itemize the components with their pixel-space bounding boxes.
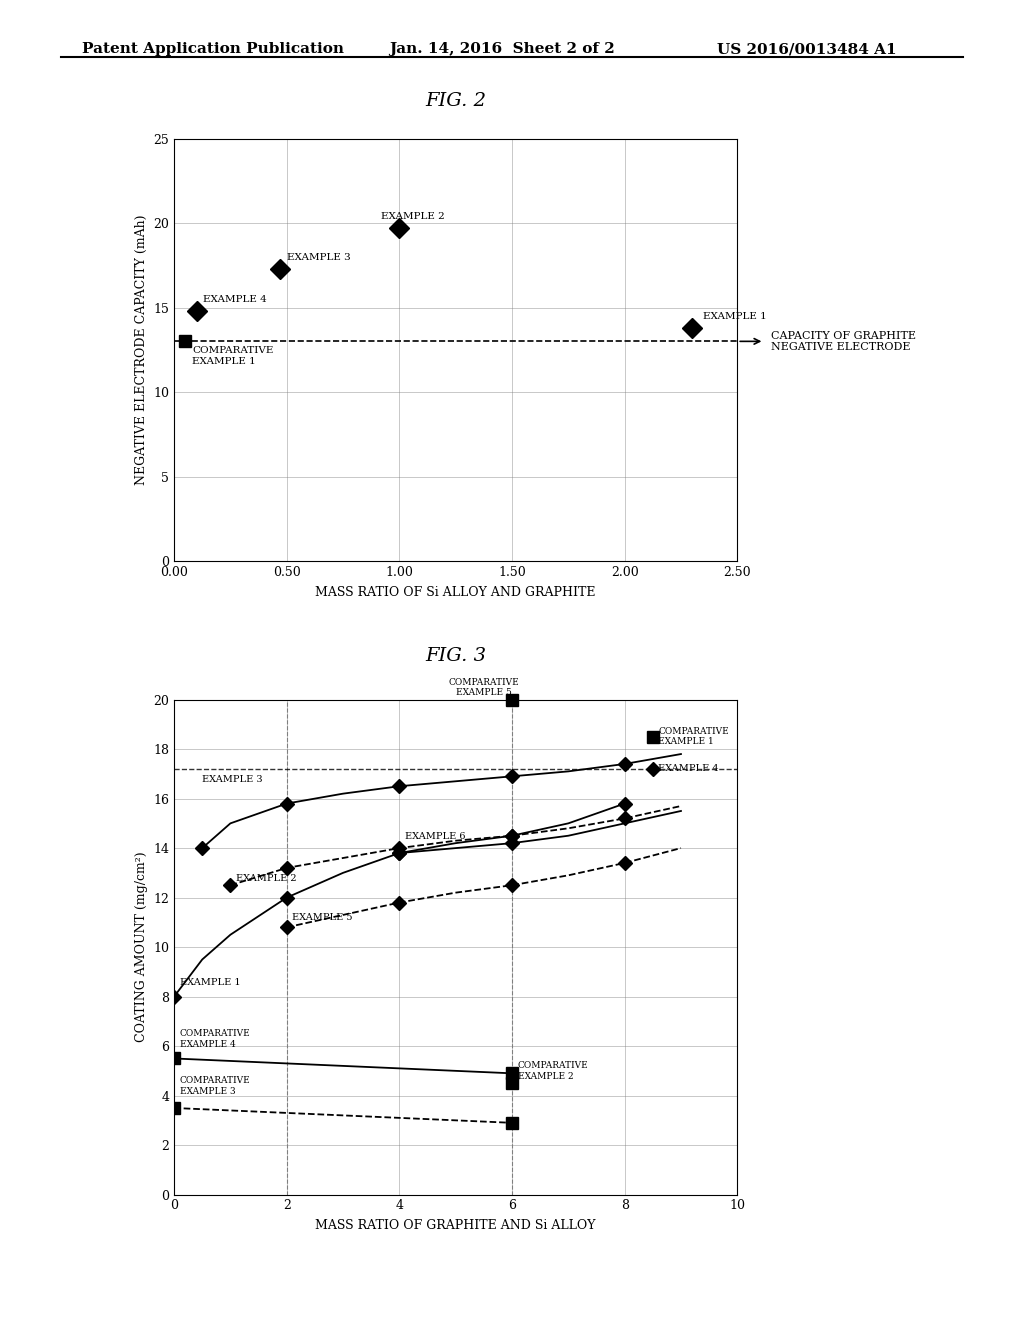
Text: EXAMPLE 1: EXAMPLE 1 [703, 312, 767, 321]
Text: COMPARATIVE
EXAMPLE 4: COMPARATIVE EXAMPLE 4 [180, 1030, 251, 1048]
Text: COMPARATIVE
EXAMPLE 2: COMPARATIVE EXAMPLE 2 [518, 1061, 589, 1081]
Text: EXAMPLE 4: EXAMPLE 4 [658, 764, 719, 774]
Text: EXAMPLE 3: EXAMPLE 3 [287, 253, 350, 261]
Text: CAPACITY OF GRAPHITE
NEGATIVE ELECTRODE: CAPACITY OF GRAPHITE NEGATIVE ELECTRODE [771, 330, 916, 352]
Text: EXAMPLE 1: EXAMPLE 1 [180, 978, 241, 987]
Text: US 2016/0013484 A1: US 2016/0013484 A1 [717, 42, 896, 57]
Text: COMPARATIVE
EXAMPLE 3: COMPARATIVE EXAMPLE 3 [180, 1076, 251, 1096]
X-axis label: MASS RATIO OF Si ALLOY AND GRAPHITE: MASS RATIO OF Si ALLOY AND GRAPHITE [315, 586, 596, 599]
Text: EXAMPLE 5: EXAMPLE 5 [293, 913, 353, 923]
Y-axis label: COATING AMOUNT (mg/cm²): COATING AMOUNT (mg/cm²) [135, 851, 147, 1043]
Text: FIG. 2: FIG. 2 [425, 92, 486, 111]
Text: COMPARATIVE
EXAMPLE 1: COMPARATIVE EXAMPLE 1 [658, 727, 729, 746]
Text: EXAMPLE 3: EXAMPLE 3 [203, 775, 263, 784]
Text: EXAMPLE 6: EXAMPLE 6 [406, 832, 466, 841]
Text: EXAMPLE 2: EXAMPLE 2 [381, 213, 445, 222]
Text: EXAMPLE 4: EXAMPLE 4 [204, 296, 267, 304]
Text: COMPARATIVE
EXAMPLE 1: COMPARATIVE EXAMPLE 1 [193, 346, 273, 366]
Text: COMPARATIVE
EXAMPLE 5: COMPARATIVE EXAMPLE 5 [449, 677, 519, 697]
Text: FIG. 3: FIG. 3 [425, 647, 486, 665]
X-axis label: MASS RATIO OF GRAPHITE AND Si ALLOY: MASS RATIO OF GRAPHITE AND Si ALLOY [315, 1220, 596, 1233]
Text: Patent Application Publication: Patent Application Publication [82, 42, 344, 57]
Text: Jan. 14, 2016  Sheet 2 of 2: Jan. 14, 2016 Sheet 2 of 2 [389, 42, 614, 57]
Text: EXAMPLE 2: EXAMPLE 2 [237, 874, 297, 883]
Y-axis label: NEGATIVE ELECTRODE CAPACITY (mAh): NEGATIVE ELECTRODE CAPACITY (mAh) [135, 215, 147, 484]
